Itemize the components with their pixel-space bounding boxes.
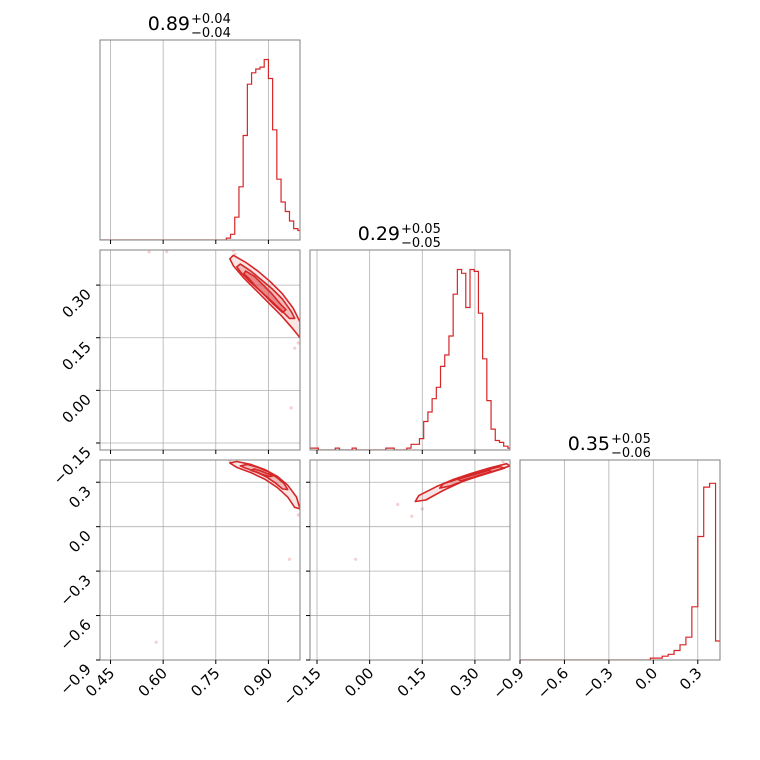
x-tick-label: 0.0 (632, 664, 662, 694)
title-median: 0.29 (358, 223, 400, 245)
scatter-point (354, 557, 358, 561)
labels: 0.45 0.60 0.75 0.90 −0.15 0.00 0.15 0.30 −0.9 −0.… (50, 12, 706, 709)
contour-level (239, 463, 289, 491)
scatter-point (165, 250, 169, 254)
panel-1-1 (309, 249, 511, 454)
scatter-point (420, 507, 424, 511)
panel-2-0 (96, 459, 301, 664)
scatter-point (231, 250, 235, 253)
scatter-point (501, 460, 505, 464)
title-minus: −0.05 (401, 236, 441, 251)
contour-level (243, 270, 287, 314)
y-tick-label: 0.30 (58, 285, 94, 321)
scatter-point (228, 245, 231, 248)
panel-frame (99, 459, 301, 661)
y-tick-label: 0.15 (58, 338, 94, 374)
x-tick-label: 0.30 (446, 664, 482, 700)
title-median: 0.89 (148, 13, 190, 35)
scatter-point (147, 250, 151, 254)
scatter-point (289, 406, 293, 410)
y-tick-label: −0.15 (50, 443, 95, 488)
panel-content (520, 482, 720, 660)
contour-level (229, 460, 300, 510)
title-plus: +0.05 (611, 432, 651, 447)
panel-title-0: 0.89 +0.04−0.04 (148, 12, 231, 41)
histogram-step (520, 482, 720, 660)
x-tick-label: 0.75 (187, 664, 223, 700)
title-plus: +0.05 (401, 222, 441, 237)
title-minus: −0.06 (611, 446, 651, 461)
y-tick-label: 0.3 (65, 482, 95, 512)
panel-title-1: 0.29 +0.05−0.05 (358, 222, 441, 251)
scatter-point (410, 514, 414, 518)
panel-frame (99, 39, 301, 241)
panel-content (100, 58, 300, 240)
panel-frame (519, 459, 721, 661)
histogram-step (100, 58, 300, 240)
title-plus: +0.04 (191, 12, 231, 27)
x-tick-label: 0.60 (135, 664, 171, 700)
panel-1-0 (96, 245, 301, 454)
panel-frame (99, 249, 301, 451)
y-tick-label: −0.6 (56, 616, 94, 654)
x-tick-label: 0.15 (394, 664, 430, 700)
scatter-point (154, 640, 158, 644)
x-tick-label: −0.3 (578, 664, 616, 702)
x-tick-label: 0.3 (676, 664, 706, 694)
scatter-point (296, 513, 300, 517)
panel-2-2 (519, 459, 721, 664)
y-tick-label: 0.0 (65, 527, 95, 557)
x-tick-label: −0.9 (489, 664, 527, 702)
panels (96, 39, 721, 664)
scatter-point (287, 557, 292, 561)
x-tick-label: 0.00 (341, 664, 377, 700)
x-tick-label: −0.15 (280, 664, 325, 709)
histogram-step (310, 268, 510, 450)
panel-0-0 (99, 39, 301, 244)
panel-title-2: 0.35 +0.05−0.06 (568, 432, 651, 461)
contour-level (250, 468, 275, 478)
panel-frame (309, 249, 511, 451)
scatter-point (293, 346, 297, 350)
panel-content (154, 460, 300, 644)
y-tick-label: −0.3 (56, 571, 94, 609)
panel-content (310, 268, 510, 450)
panel-content (354, 460, 510, 561)
x-tick-label: 0.90 (240, 664, 276, 700)
scatter-point (296, 341, 300, 345)
title-minus: −0.04 (191, 26, 231, 41)
x-tick-label: −0.6 (534, 664, 572, 702)
scatter-point (396, 502, 400, 507)
title-median: 0.35 (568, 433, 610, 455)
contour-level (456, 469, 494, 482)
panel-frame (309, 459, 511, 661)
scatter-point (228, 460, 232, 463)
y-tick-label: 0.00 (58, 390, 94, 426)
panel-2-1 (306, 459, 511, 664)
panel-content (147, 245, 300, 410)
